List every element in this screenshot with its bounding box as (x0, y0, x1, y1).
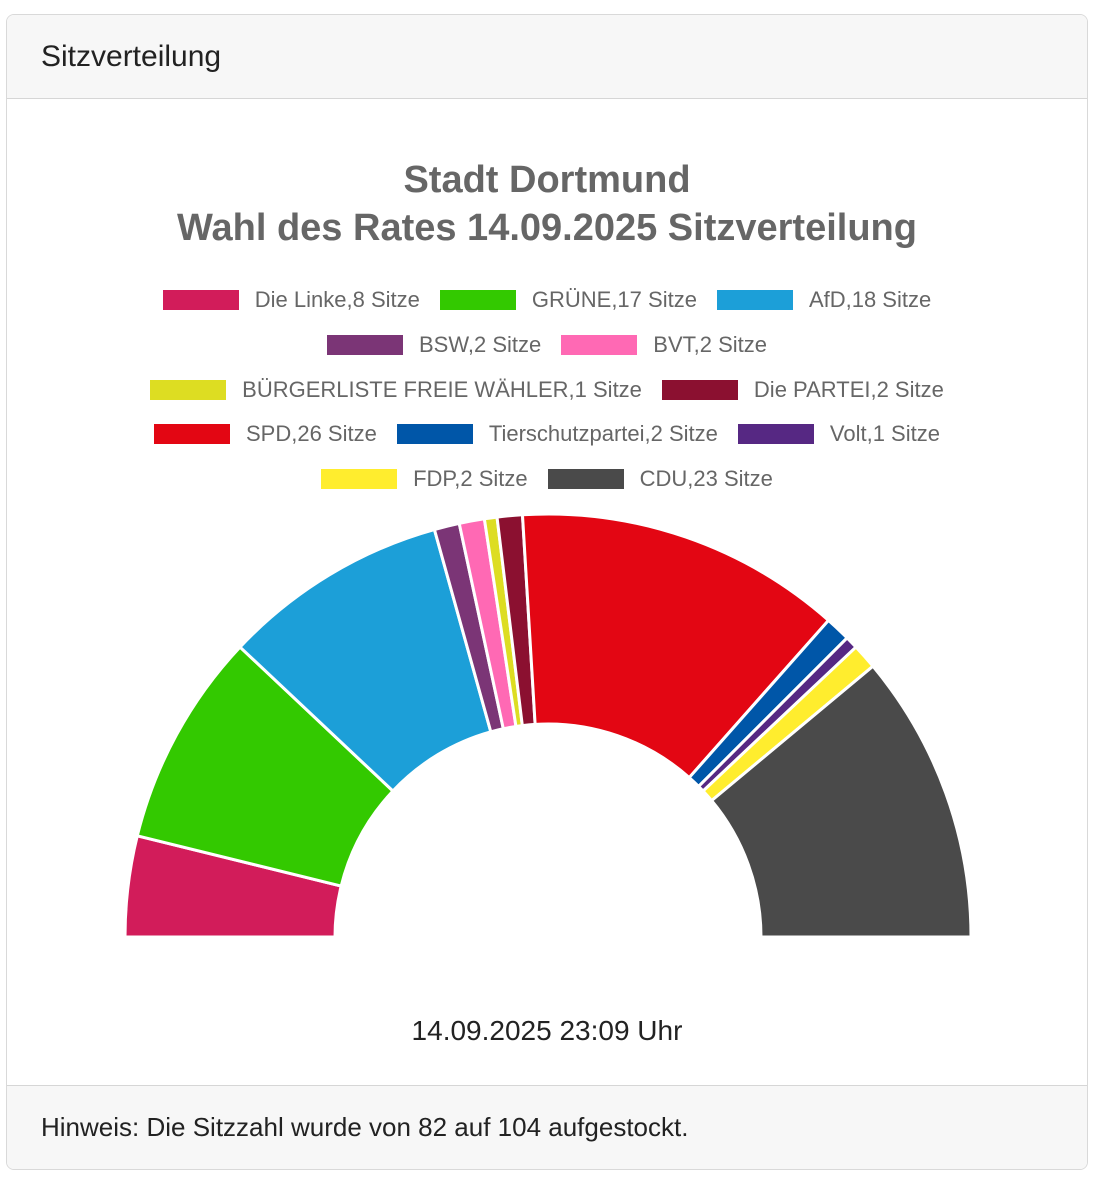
legend-label: Volt,1 Sitze (829, 421, 940, 446)
legend-label: CDU,23 Sitze (639, 466, 773, 491)
legend-label: Die PARTEI,2 Sitze (753, 377, 944, 402)
legend-item[interactable]: Tierschutzpartei,2 Sitze (396, 421, 718, 447)
card-footer: Hinweis: Die Sitzzahl wurde von 82 auf 1… (7, 1085, 1087, 1169)
legend-swatch (150, 380, 227, 400)
legend-swatch (162, 290, 239, 310)
legend-item[interactable]: CDU,23 Sitze (547, 466, 773, 492)
legend-item[interactable]: BSW,2 Sitze (327, 332, 541, 358)
legend-item[interactable]: BÜRGERLISTE FREIE WÄHLER,1 Sitze (150, 377, 642, 403)
chart-timestamp: 14.09.2025 23:09 Uhr (411, 1015, 683, 1046)
card-header-title: Sitzverteilung (41, 39, 222, 73)
legend-label: FDP,2 Sitze (413, 466, 528, 491)
legend-row: SPD,26 Sitze Tierschutzpartei,2 Sitze Volt… (7, 421, 1087, 447)
seat-slice-spd[interactable] (520, 512, 831, 780)
legend-row: BSW,2 Sitze BVT,2 Sitze (7, 332, 1087, 358)
legend-label: BSW,2 Sitze (419, 332, 542, 357)
seat-semicircle-chart (123, 512, 973, 939)
legend-swatch (154, 424, 230, 444)
legend-item[interactable]: Volt,1 Sitze (737, 421, 940, 447)
footer-note: Hinweis: Die Sitzzahl wurde von 82 auf 1… (41, 1112, 689, 1142)
legend-row: BÜRGERLISTE FREIE WÄHLER,1 Sitze Die PART… (7, 377, 1087, 403)
legend-row: FDP,2 Sitze CDU,23 Sitze (7, 466, 1087, 492)
chart-title-line2: Wahl des Rates 14.09.2025 Sitzverteilung (177, 207, 917, 249)
legend-swatch (661, 380, 738, 400)
legend-swatch (321, 469, 398, 489)
chart-title-line1: Stadt Dortmund (403, 159, 691, 201)
seat-slice-cdu[interactable] (709, 664, 973, 939)
legend-item[interactable]: GRÜNE,17 Sitze (439, 287, 697, 313)
legend-item[interactable]: Die PARTEI,2 Sitze (661, 377, 944, 403)
legend-label: SPD,26 Sitze (246, 421, 377, 446)
legend-row: Die Linke,8 Sitze GRÜNE,17 Sitze AfD,18 Si… (7, 287, 1087, 313)
legend-item[interactable]: SPD,26 Sitze (154, 421, 377, 447)
legend-item[interactable]: Die Linke,8 Sitze (162, 287, 420, 313)
legend-item[interactable]: AfD,18 Sitze (716, 287, 932, 313)
legend-label: BÜRGERLISTE FREIE WÄHLER,1 Sitze (242, 377, 642, 402)
legend-swatch (561, 335, 638, 355)
legend-swatch (439, 290, 516, 310)
legend-label: Tierschutzpartei,2 Sitze (488, 421, 718, 446)
seat-distribution-card: Sitzverteilung Stadt Dortmund Wahl des R… (6, 14, 1088, 1170)
legend-swatch (737, 424, 814, 444)
legend-label: Die Linke,8 Sitze (254, 287, 420, 312)
card-header: Sitzverteilung (7, 15, 1087, 99)
legend-item[interactable]: BVT,2 Sitze (561, 332, 767, 358)
legend-item[interactable]: FDP,2 Sitze (321, 466, 528, 492)
legend-swatch (396, 424, 473, 444)
legend-label: AfD,18 Sitze (808, 287, 932, 312)
legend-swatch (327, 335, 403, 355)
legend-swatch (547, 469, 624, 489)
legend-label: BVT,2 Sitze (653, 332, 767, 357)
legend-label: GRÜNE,17 Sitze (531, 287, 697, 312)
legend-swatch (716, 290, 793, 310)
